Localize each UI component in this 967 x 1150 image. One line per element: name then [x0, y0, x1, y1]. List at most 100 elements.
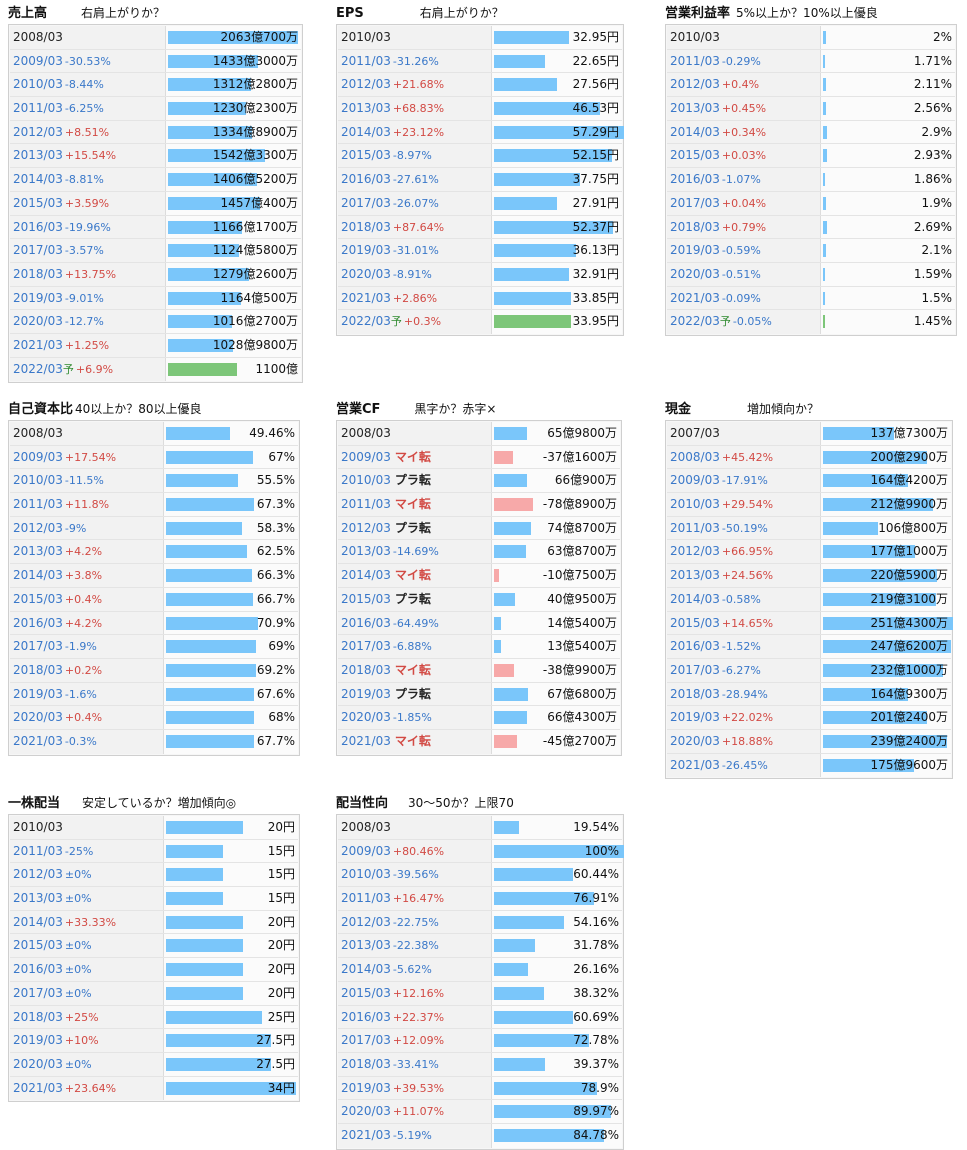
fiscal-year-link[interactable]: 2021/03 [13, 337, 63, 352]
fiscal-year-link[interactable]: 2018/03 [341, 219, 391, 234]
fiscal-year-link[interactable]: 2015/03 [13, 591, 63, 606]
fiscal-year-link[interactable]: 2017/03 [341, 639, 391, 654]
fiscal-year-link[interactable]: 2017/03 [670, 195, 720, 210]
fiscal-year-link[interactable]: 2021/03 [341, 1127, 391, 1142]
fiscal-year-link[interactable]: 2010/03 [341, 473, 391, 488]
fiscal-year-link[interactable]: 2018/03 [13, 1009, 63, 1024]
fiscal-year-link[interactable]: 2009/03 [341, 843, 391, 858]
fiscal-year-link[interactable]: 2020/03 [341, 266, 391, 281]
fiscal-year-link[interactable]: 2013/03 [670, 568, 720, 583]
fiscal-year-link[interactable]: 2014/03 [13, 568, 63, 583]
fiscal-year-link[interactable]: 2012/03 [13, 124, 63, 139]
fiscal-year-link[interactable]: 2012/03 [341, 914, 391, 929]
fiscal-year-link[interactable]: 2013/03 [341, 101, 391, 116]
fiscal-year-link[interactable]: 2020/03 [670, 733, 720, 748]
fiscal-year-link[interactable]: 2009/03 [13, 449, 63, 464]
fiscal-year-link[interactable]: 2015/03 [341, 148, 391, 163]
fiscal-year-link[interactable]: 2011/03 [670, 53, 720, 68]
fiscal-year-link[interactable]: 2019/03 [341, 686, 391, 701]
fiscal-year-link[interactable]: 2020/03 [13, 314, 63, 329]
fiscal-year-link[interactable]: 2015/03 [341, 591, 391, 606]
fiscal-year-link[interactable]: 2019/03 [13, 290, 63, 305]
fiscal-year-link[interactable]: 2008/03 [670, 449, 720, 464]
fiscal-year-link[interactable]: 2016/03 [13, 219, 63, 234]
fiscal-year-link[interactable]: 2011/03 [13, 101, 63, 116]
fiscal-year-link[interactable]: 2013/03 [13, 544, 63, 559]
fiscal-year-link[interactable]: 2016/03 [13, 615, 63, 630]
fiscal-year-link[interactable]: 2013/03 [670, 101, 720, 116]
fiscal-year-link[interactable]: 2015/03 [13, 938, 63, 953]
fiscal-year-link[interactable]: 2020/03 [670, 266, 720, 281]
fiscal-year-link[interactable]: 2020/03 [341, 710, 391, 725]
fiscal-year-link[interactable]: 2009/03 [670, 473, 720, 488]
fiscal-year-link[interactable]: 2022/03 [13, 361, 63, 376]
fiscal-year-link[interactable]: 2014/03 [670, 124, 720, 139]
fiscal-year-link[interactable]: 2013/03 [13, 891, 63, 906]
fiscal-year-link[interactable]: 2010/03 [13, 77, 63, 92]
fiscal-year-link[interactable]: 2014/03 [670, 591, 720, 606]
fiscal-year-link[interactable]: 2013/03 [13, 148, 63, 163]
fiscal-year-link[interactable]: 2014/03 [341, 962, 391, 977]
fiscal-year-link[interactable]: 2021/03 [13, 733, 63, 748]
fiscal-year-link[interactable]: 2014/03 [13, 172, 63, 187]
fiscal-year-link[interactable]: 2019/03 [13, 1033, 63, 1048]
fiscal-year-link[interactable]: 2015/03 [670, 148, 720, 163]
fiscal-year-link[interactable]: 2012/03 [13, 867, 63, 882]
fiscal-year-link[interactable]: 2017/03 [341, 195, 391, 210]
fiscal-year-link[interactable]: 2020/03 [341, 1104, 391, 1119]
fiscal-year-link[interactable]: 2018/03 [670, 686, 720, 701]
fiscal-year-link[interactable]: 2013/03 [341, 544, 391, 559]
fiscal-year-link[interactable]: 2017/03 [341, 1033, 391, 1048]
fiscal-year-link[interactable]: 2016/03 [341, 615, 391, 630]
fiscal-year-link[interactable]: 2015/03 [341, 985, 391, 1000]
fiscal-year-link[interactable]: 2015/03 [670, 615, 720, 630]
fiscal-year-link[interactable]: 2016/03 [670, 639, 720, 654]
fiscal-year-link[interactable]: 2018/03 [13, 266, 63, 281]
fiscal-year-link[interactable]: 2014/03 [13, 914, 63, 929]
fiscal-year-link[interactable]: 2013/03 [341, 938, 391, 953]
fiscal-year-link[interactable]: 2019/03 [341, 1080, 391, 1095]
fiscal-year-link[interactable]: 2017/03 [13, 243, 63, 258]
fiscal-year-link[interactable]: 2011/03 [341, 53, 391, 68]
fiscal-year-link[interactable]: 2016/03 [341, 172, 391, 187]
fiscal-year-link[interactable]: 2020/03 [13, 1056, 63, 1071]
fiscal-year-link[interactable]: 2016/03 [341, 1009, 391, 1024]
fiscal-year-link[interactable]: 2017/03 [670, 662, 720, 677]
fiscal-year-link[interactable]: 2022/03 [341, 314, 391, 329]
fiscal-year-link[interactable]: 2017/03 [13, 639, 63, 654]
fiscal-year-link[interactable]: 2021/03 [670, 757, 720, 772]
fiscal-year-link[interactable]: 2014/03 [341, 124, 391, 139]
fiscal-year-link[interactable]: 2015/03 [13, 195, 63, 210]
fiscal-year-link[interactable]: 2018/03 [341, 1056, 391, 1071]
fiscal-year-link[interactable]: 2009/03 [13, 53, 63, 68]
fiscal-year-link[interactable]: 2011/03 [13, 843, 63, 858]
fiscal-year-link[interactable]: 2016/03 [670, 172, 720, 187]
fiscal-year-link[interactable]: 2021/03 [341, 733, 391, 748]
fiscal-year-link[interactable]: 2021/03 [670, 290, 720, 305]
fiscal-year-link[interactable]: 2022/03 [670, 314, 720, 329]
fiscal-year-link[interactable]: 2010/03 [670, 497, 720, 512]
fiscal-year-link[interactable]: 2019/03 [670, 243, 720, 258]
fiscal-year-link[interactable]: 2012/03 [341, 77, 391, 92]
fiscal-year-link[interactable]: 2017/03 [13, 985, 63, 1000]
fiscal-year-link[interactable]: 2009/03 [341, 449, 391, 464]
fiscal-year-link[interactable]: 2019/03 [670, 710, 720, 725]
fiscal-year-link[interactable]: 2012/03 [341, 520, 391, 535]
fiscal-year-link[interactable]: 2011/03 [670, 520, 720, 535]
fiscal-year-link[interactable]: 2010/03 [13, 473, 63, 488]
fiscal-year-link[interactable]: 2014/03 [341, 568, 391, 583]
fiscal-year-link[interactable]: 2012/03 [670, 544, 720, 559]
fiscal-year-link[interactable]: 2020/03 [13, 710, 63, 725]
fiscal-year-link[interactable]: 2010/03 [341, 867, 391, 882]
fiscal-year-link[interactable]: 2011/03 [13, 497, 63, 512]
fiscal-year-link[interactable]: 2011/03 [341, 891, 391, 906]
fiscal-year-link[interactable]: 2016/03 [13, 962, 63, 977]
fiscal-year-link[interactable]: 2019/03 [341, 243, 391, 258]
fiscal-year-link[interactable]: 2012/03 [670, 77, 720, 92]
fiscal-year-link[interactable]: 2021/03 [341, 290, 391, 305]
fiscal-year-link[interactable]: 2019/03 [13, 686, 63, 701]
fiscal-year-link[interactable]: 2018/03 [341, 662, 391, 677]
fiscal-year-link[interactable]: 2021/03 [13, 1080, 63, 1095]
fiscal-year-link[interactable]: 2018/03 [670, 219, 720, 234]
fiscal-year-link[interactable]: 2012/03 [13, 520, 63, 535]
